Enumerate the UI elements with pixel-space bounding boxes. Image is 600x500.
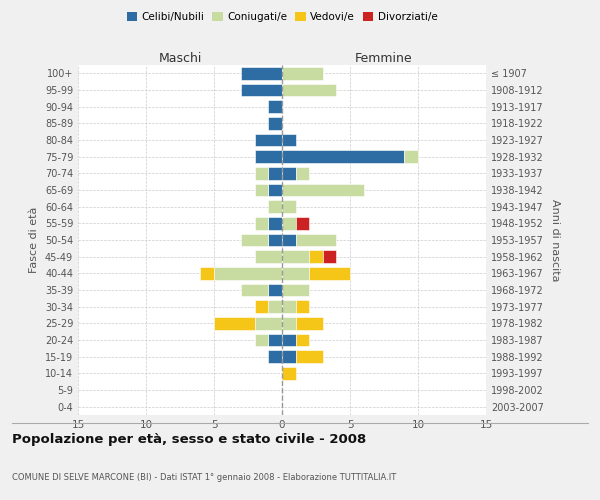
Text: Femmine: Femmine [355, 52, 413, 65]
Text: Popolazione per età, sesso e stato civile - 2008: Popolazione per età, sesso e stato civil… [12, 432, 366, 446]
Bar [241, 67, 282, 80]
Bar [268, 167, 282, 179]
Bar [282, 334, 296, 346]
Bar [268, 234, 282, 246]
Bar [200, 267, 214, 280]
Bar [296, 300, 309, 313]
Bar [214, 267, 282, 280]
Bar [282, 134, 296, 146]
Bar [309, 250, 323, 263]
Text: Maschi: Maschi [158, 52, 202, 65]
Bar [282, 350, 296, 363]
Bar [296, 234, 337, 246]
Bar [268, 334, 282, 346]
Bar [268, 100, 282, 113]
Bar [296, 334, 309, 346]
Bar [282, 200, 296, 213]
Y-axis label: Anni di nascita: Anni di nascita [550, 198, 560, 281]
Bar [255, 184, 268, 196]
Bar [282, 367, 296, 380]
Bar [282, 300, 296, 313]
Bar [255, 134, 282, 146]
Bar [282, 67, 323, 80]
Text: COMUNE DI SELVE MARCONE (BI) - Dati ISTAT 1° gennaio 2008 - Elaborazione TUTTITA: COMUNE DI SELVE MARCONE (BI) - Dati ISTA… [12, 473, 396, 482]
Bar [268, 300, 282, 313]
Bar [282, 150, 404, 163]
Bar [309, 267, 350, 280]
Bar [296, 167, 309, 179]
Bar [282, 184, 364, 196]
Bar [255, 167, 268, 179]
Bar [282, 217, 296, 230]
Bar [404, 150, 418, 163]
Bar [241, 284, 268, 296]
Bar [214, 317, 255, 330]
Bar [296, 317, 323, 330]
Bar [282, 250, 309, 263]
Bar [268, 217, 282, 230]
Bar [296, 350, 323, 363]
Bar [282, 167, 296, 179]
Bar [282, 84, 337, 96]
Bar [255, 150, 282, 163]
Bar [282, 284, 309, 296]
Bar [268, 350, 282, 363]
Bar [241, 234, 268, 246]
Y-axis label: Fasce di età: Fasce di età [29, 207, 39, 273]
Bar [268, 284, 282, 296]
Bar [255, 300, 268, 313]
Bar [255, 317, 282, 330]
Bar [268, 200, 282, 213]
Bar [323, 250, 337, 263]
Bar [255, 250, 282, 263]
Bar [255, 217, 268, 230]
Bar [296, 217, 309, 230]
Bar [268, 117, 282, 130]
Bar [282, 317, 296, 330]
Bar [255, 334, 268, 346]
Bar [268, 184, 282, 196]
Bar [282, 267, 309, 280]
Bar [241, 84, 282, 96]
Bar [282, 234, 296, 246]
Legend: Celibi/Nubili, Coniugati/e, Vedovi/e, Divorziati/e: Celibi/Nubili, Coniugati/e, Vedovi/e, Di… [122, 8, 442, 26]
